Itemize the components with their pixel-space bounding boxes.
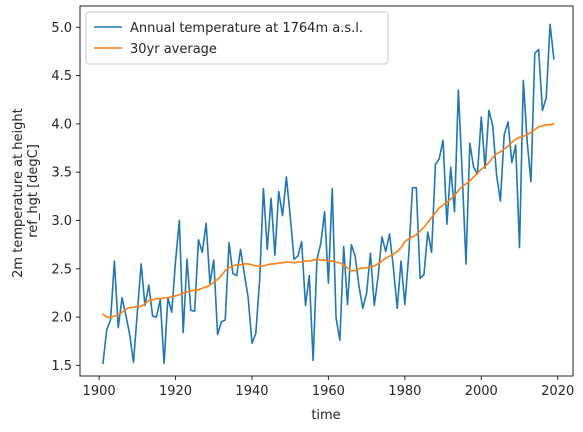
- series-layer: [102, 23, 555, 365]
- y-tick-label: 3.5: [51, 166, 72, 181]
- x-tick-label: 2020: [541, 384, 574, 399]
- x-tick-label: 2000: [465, 384, 498, 399]
- y-tick-label: 1.5: [51, 359, 72, 374]
- series-line-annual-temperature: [102, 23, 555, 365]
- y-tick-label: 2.0: [51, 311, 72, 326]
- x-tick-label: 1900: [83, 384, 116, 399]
- y-tick-label: 4.5: [51, 69, 72, 84]
- x-tick-label: 1960: [312, 384, 345, 399]
- legend-box: [85, 11, 389, 65]
- y-axis-label: 2m temperature at height ref_hgt [degC]: [11, 104, 41, 278]
- y-axis: 1.5 2.0 2.5 3.0 3.5 4.0 4.5 5.0: [51, 21, 80, 374]
- y-tick-label: 3.0: [51, 214, 72, 229]
- legend-label-30yr-average: 30yr average: [130, 42, 217, 57]
- legend: Annual temperature at 1764m a.s.l. 30yr …: [85, 11, 389, 65]
- x-axis-label: time: [311, 408, 340, 423]
- x-axis: 1900 1920 1940 1960 1980 2000 2020: [83, 376, 574, 399]
- y-axis-label-line-2: ref_hgt [degC]: [26, 144, 41, 238]
- x-tick-label: 1980: [388, 384, 421, 399]
- y-tick-label: 5.0: [51, 21, 72, 36]
- y-tick-label: 2.5: [51, 262, 72, 277]
- y-axis-label-line-1: 2m temperature at height: [11, 108, 26, 278]
- legend-label-annual-temperature: Annual temperature at 1764m a.s.l.: [130, 21, 363, 36]
- x-tick-label: 1940: [235, 384, 268, 399]
- plot-frame: [79, 5, 574, 377]
- series-line-30yr-average: [102, 123, 555, 318]
- y-tick-label: 4.0: [51, 117, 72, 132]
- x-tick-label: 1920: [159, 384, 192, 399]
